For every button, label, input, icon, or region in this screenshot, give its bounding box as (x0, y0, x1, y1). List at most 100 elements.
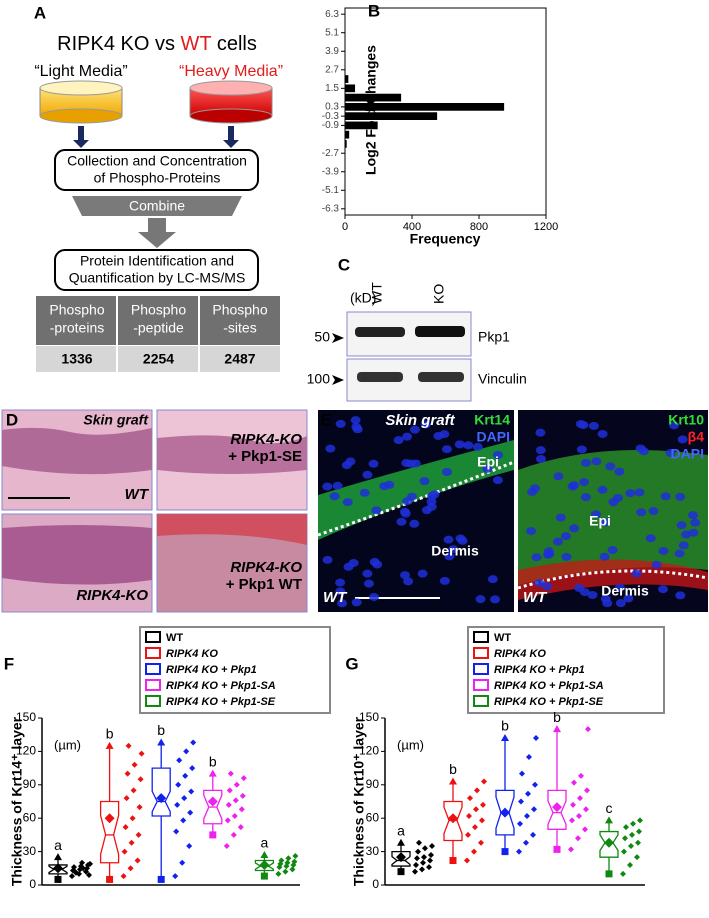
whisker-cap (397, 868, 405, 876)
nucleus (675, 492, 686, 501)
nucleus (322, 555, 333, 564)
nucleus (443, 535, 454, 544)
stain-label: DAPI (671, 446, 704, 462)
stain-label: DAPI (477, 429, 510, 445)
table-header-text: Phospho (131, 302, 186, 318)
data-point (578, 772, 584, 779)
data-point (628, 843, 634, 850)
table-header-text: -peptide (133, 320, 184, 336)
nucleus (602, 599, 613, 608)
nucleus (677, 435, 688, 444)
nucleus (492, 476, 503, 485)
nucleus (332, 481, 343, 490)
image-label: + Pkp1-SE (228, 448, 302, 465)
nucleus (543, 547, 554, 556)
nucleus (638, 447, 649, 456)
data-point (465, 831, 471, 838)
data-point (576, 812, 582, 819)
data-point (427, 857, 433, 864)
data-point (188, 788, 195, 795)
data-point (225, 801, 232, 808)
nucleus (587, 591, 598, 600)
data-point (238, 806, 245, 813)
legend-swatch (473, 631, 489, 643)
table-values (36, 346, 280, 372)
data-point (419, 866, 425, 873)
bar (345, 103, 505, 111)
legend-label: WT (166, 632, 183, 644)
mean (448, 813, 458, 824)
image-label: + Pkp1 WT (226, 576, 302, 593)
significance-letter: c (606, 800, 613, 816)
unit-label: (µm) (54, 737, 81, 752)
significance-letter: b (209, 753, 217, 769)
nucleus (674, 549, 685, 558)
data-point (180, 817, 187, 824)
data-point (292, 853, 299, 860)
data-point (416, 839, 422, 846)
legend-box (467, 626, 665, 714)
y-tick-label: 90 (366, 777, 380, 791)
y-tick-label: 120 (359, 744, 379, 758)
legend-label: RIPK4 KO (494, 648, 546, 660)
data-point (569, 817, 575, 824)
histology (1, 409, 308, 613)
mean (156, 793, 167, 804)
nucleus (335, 419, 346, 428)
data-point (526, 753, 532, 760)
y-tick-label: 0 (29, 877, 36, 891)
data-point (525, 790, 531, 797)
nucleus (454, 440, 465, 449)
nucleus (607, 546, 618, 555)
data-point (530, 831, 536, 838)
data-point (282, 868, 289, 875)
data-point (575, 835, 581, 842)
nucleus (665, 449, 676, 458)
y-tick-label: 150 (16, 710, 36, 724)
nucleus (597, 485, 608, 494)
protein-label: Pkp1 (478, 329, 510, 345)
nucleus (555, 513, 566, 522)
table-header-text: -proteins (50, 320, 104, 336)
band (418, 372, 464, 382)
nucleus (534, 578, 545, 587)
whisker-cap (449, 857, 457, 865)
table-value: 1336 (61, 351, 92, 367)
nucleus (362, 470, 373, 479)
data-point (69, 873, 75, 880)
nucleus (527, 487, 538, 496)
data-point (516, 848, 522, 855)
legend-swatch (145, 631, 161, 643)
data-point (577, 795, 583, 802)
nucleus (448, 545, 459, 554)
legend-label: RIPK4 KO + Pkp1-SE (494, 696, 604, 708)
step-text: Collection and Concentration (67, 153, 247, 169)
x-tick-label: 1200 (534, 221, 558, 233)
data-point (519, 770, 525, 777)
nucleus (362, 569, 373, 578)
nucleus (634, 488, 645, 497)
stain-label: Krt10 (668, 412, 704, 428)
bar (345, 140, 347, 148)
nucleus (688, 528, 699, 537)
nucleus (482, 464, 493, 473)
unit-label: (µm) (397, 737, 424, 752)
nucleus (490, 595, 501, 604)
stain-layer (518, 559, 708, 600)
data-point (629, 831, 635, 838)
nucleus (441, 445, 452, 454)
data-point (79, 859, 85, 866)
data-point (532, 781, 538, 788)
nucleus (678, 541, 689, 550)
significance-letter: b (553, 709, 561, 725)
data-point (183, 748, 190, 755)
data-point (473, 806, 479, 813)
stain-label: β4 (688, 429, 705, 445)
data-point (182, 772, 189, 779)
significance-letter: b (501, 718, 509, 734)
step-box (54, 249, 259, 291)
panel-label: B (368, 1, 380, 20)
data-point (428, 851, 434, 858)
nucleus (636, 508, 647, 517)
